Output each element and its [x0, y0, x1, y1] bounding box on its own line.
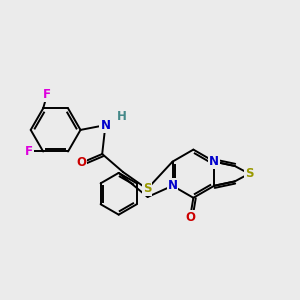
Text: F: F — [43, 88, 51, 101]
Text: N: N — [209, 155, 219, 168]
Text: N: N — [167, 179, 178, 192]
Text: O: O — [185, 211, 195, 224]
Text: O: O — [76, 156, 86, 170]
Text: N: N — [100, 118, 110, 132]
Text: F: F — [25, 145, 33, 158]
Text: S: S — [245, 167, 254, 180]
Text: H: H — [117, 110, 127, 123]
Text: S: S — [143, 182, 152, 196]
